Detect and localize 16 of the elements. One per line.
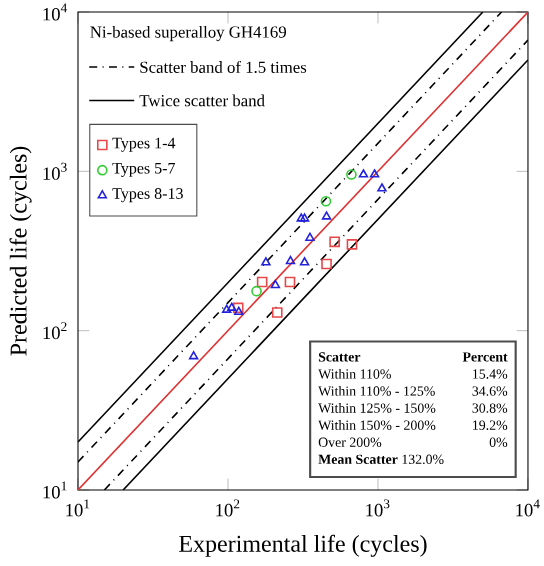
x-axis-title: Experimental life (cycles) (179, 534, 427, 557)
y-tick-label: 10$^{4}$ (43, 3, 68, 21)
y-tick-label: 10$^{1}$ (43, 481, 67, 499)
legend-label: Types 8-13 (112, 188, 183, 203)
y-tick-label: 10$^{2}$ (43, 322, 67, 340)
legend-label: Scatter band of 1.5 times (140, 60, 307, 74)
x-tick-label: 10$^{1}$ (66, 499, 90, 517)
legend-label: Types 5-7 (112, 162, 176, 177)
legend-title: Ni-based superalloy GH4169 (90, 25, 286, 42)
x-tick-label: 10$^{3}$ (366, 499, 390, 517)
legend-label: Twice scatter band (139, 94, 265, 107)
y-tick-label: 10$^{3}$ (43, 162, 67, 180)
x-tick-label: 10$^{4}$ (516, 499, 540, 517)
y-axis-title: Predicted life (cycles) (9, 146, 32, 356)
x-tick-label: 10$^{2}$ (216, 499, 240, 517)
legend-label: Types 1-4 (112, 137, 176, 152)
